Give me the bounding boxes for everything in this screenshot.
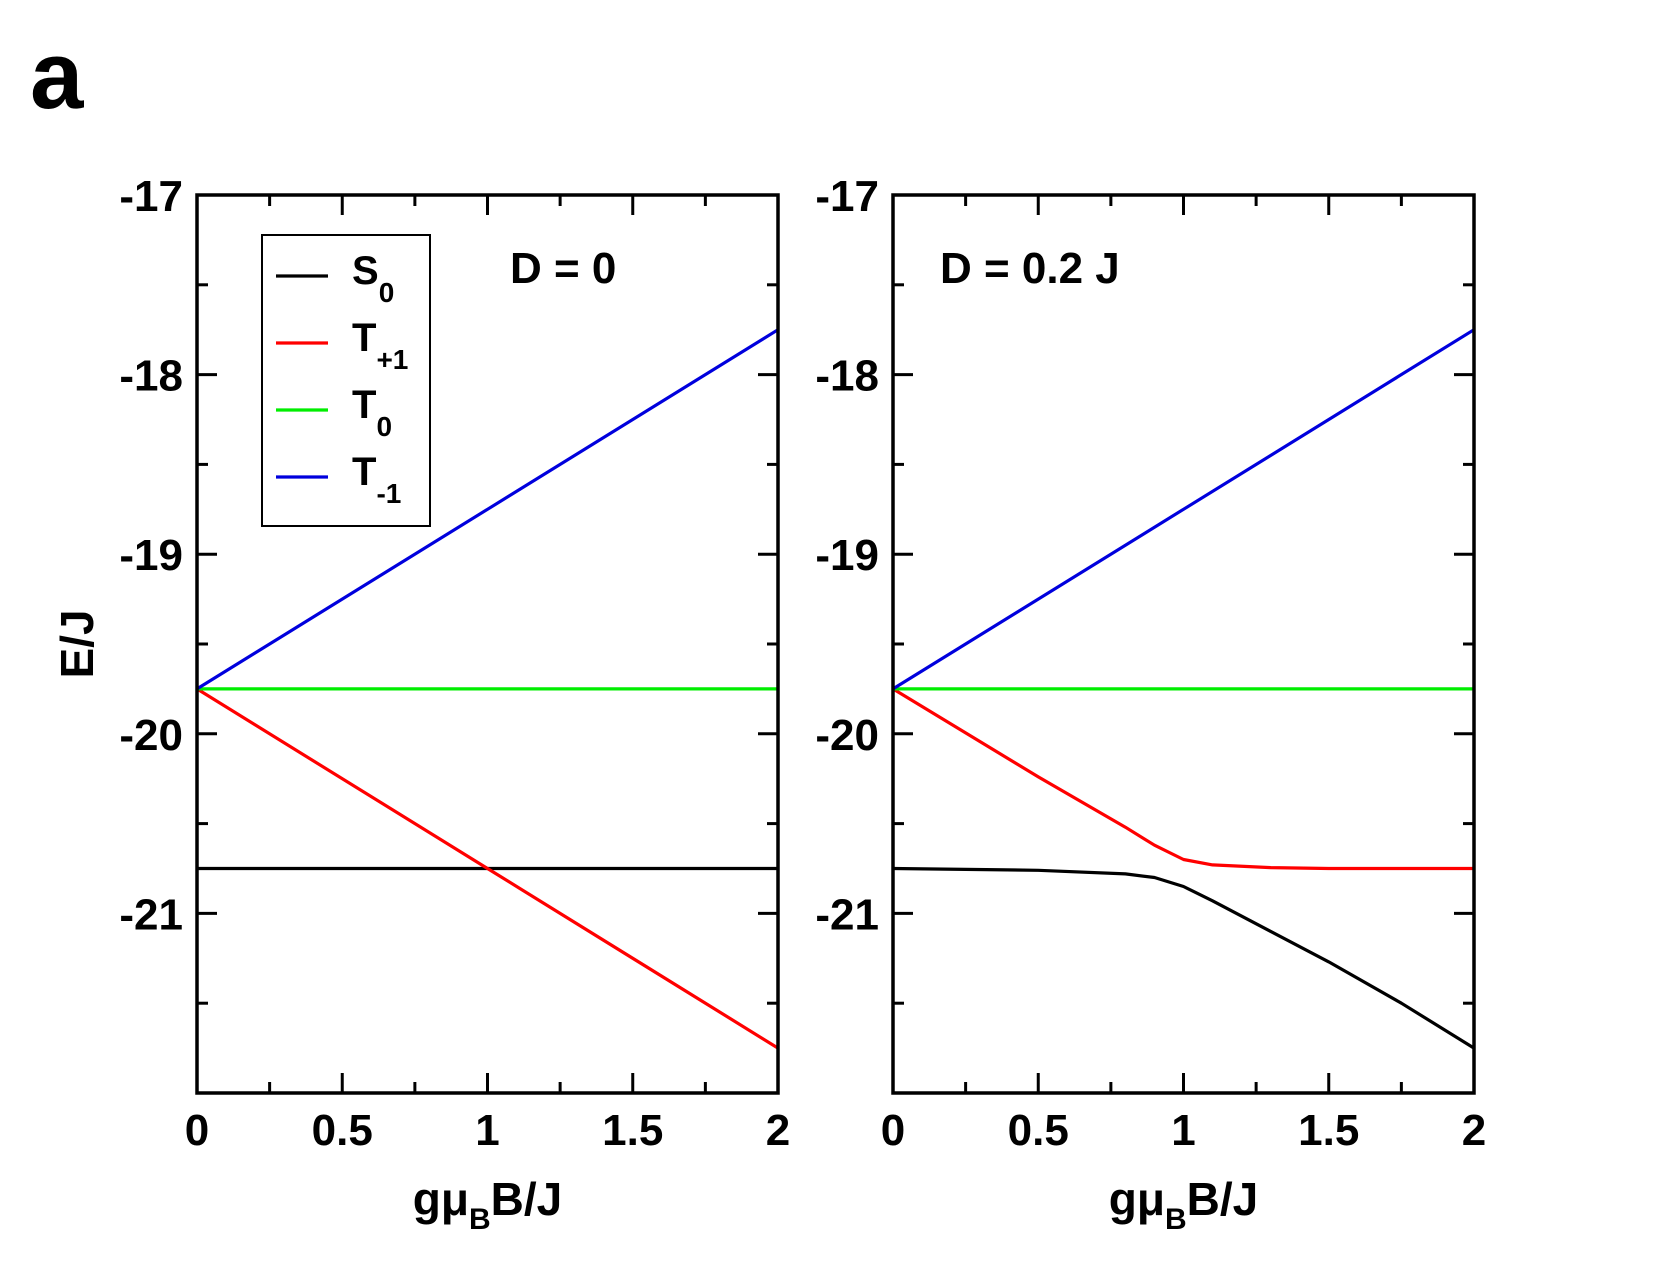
y-tick-label: -17 (815, 172, 879, 221)
annotation-label: D = 0.2 J (940, 244, 1120, 293)
legend-box (261, 234, 431, 527)
series-line-T+1 (196, 687, 779, 1050)
x-axis-label: gμBB/J (413, 1173, 563, 1236)
left-series (196, 328, 779, 1050)
y-tick-label: -20 (119, 711, 183, 760)
series-line-T+1 (892, 687, 1474, 871)
right-series (892, 328, 1475, 1050)
x-axis-label: gμBB/J (1109, 1173, 1259, 1236)
right-panel: 0 0.5 1 1.5 2 -17 -18 -19 -20 -21 gμBB/J D = 0.2 J (815, 172, 1486, 1236)
legend-label-S0: S0 (352, 249, 394, 308)
y-tick-label: -21 (119, 890, 183, 939)
y-tick-label: -18 (815, 352, 879, 401)
right-plot-frame (891, 193, 1476, 1095)
legend: S0 T+1 T0 T-1 (261, 234, 431, 527)
series-line-T-1 (892, 328, 1475, 691)
x-tick-label: 0.5 (312, 1106, 373, 1155)
y-tick-label: -17 (119, 172, 183, 221)
x-tick-label: 0 (185, 1106, 209, 1155)
x-tick-label: 2 (766, 1106, 790, 1155)
x-tick-label: 1 (1171, 1106, 1195, 1155)
left-panel: 0 0.5 1 1.5 2 -17 -18 -19 -20 -21 gμBB/J E/J D = 0 (51, 172, 790, 1236)
left-ticks (195, 193, 780, 1095)
x-tick-label: 1.5 (602, 1106, 663, 1155)
y-tick-label: -21 (815, 890, 879, 939)
series-line-S0 (892, 866, 1475, 1050)
legend-label-T-1: T-1 (352, 450, 401, 509)
y-tick-label: -19 (815, 531, 879, 580)
x-tick-label: 0.5 (1008, 1106, 1069, 1155)
legend-label-T0: T0 (352, 383, 392, 442)
x-tick-label: 1 (475, 1106, 499, 1155)
x-tick-label: 1.5 (1298, 1106, 1359, 1155)
y-tick-label: -18 (119, 352, 183, 401)
x-tick-label: 0 (881, 1106, 905, 1155)
right-ticks (891, 193, 1476, 1095)
y-axis-label: E/J (51, 609, 103, 678)
panel-letter: a (30, 22, 84, 129)
series-line-T-1 (196, 328, 779, 691)
legend-label-T+1: T+1 (352, 316, 408, 375)
y-tick-label: -19 (119, 531, 183, 580)
y-tick-label: -20 (815, 711, 879, 760)
x-tick-label: 2 (1462, 1106, 1486, 1155)
annotation-label: D = 0 (510, 244, 616, 293)
